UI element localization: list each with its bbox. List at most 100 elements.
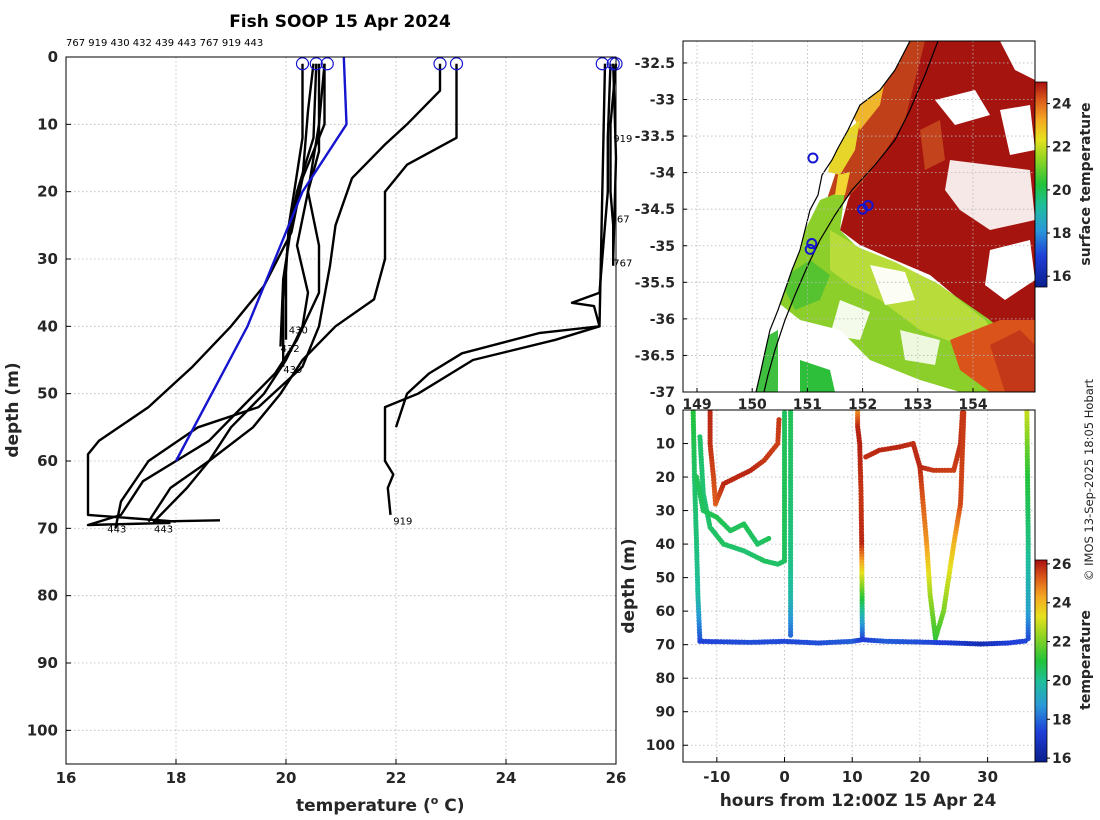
profile-trace-919 [383,63,607,516]
surface-marker [449,57,464,71]
profile-ytick-label: 60 [37,452,58,470]
map-colorbar-tick-label: 18 [1052,226,1071,242]
profile-trace-430 [284,63,304,340]
profile-ytick-label: 80 [37,587,58,605]
section-ticks: -10 0 10 20 30 0 10 20 30 40 50 60 70 80 90 100 [646,403,998,786]
surface-marker [595,57,609,71]
map-xtick-label: 153 [903,397,932,413]
cast-label: 430 [289,326,308,337]
station-marker [807,152,819,164]
cast-annotations: 919 767 767 430 432 439 443 443 919 [107,134,632,536]
profile-ytick-label: 70 [37,519,58,537]
map-xtick-label: 154 [958,397,987,413]
profile-trace-767 [114,63,442,529]
section-xtick-label: 30 [977,768,998,786]
profile-ytick-label: 30 [37,250,58,268]
profile-trace-439 [282,63,318,367]
profile-xtick-label: 16 [56,769,77,787]
profile-ytick-label: 90 [37,654,58,672]
map-ytick-label: -34 [650,166,676,182]
profile-ytick-label: 20 [37,183,58,201]
sst-field [755,41,1035,392]
profile-xtick-label: 26 [606,769,627,787]
profile-ytick-label: 100 [27,721,58,739]
profile-xlabel: temperature (o C) [296,794,465,816]
credit-text: © IMOS 13-Sep-2025 18:05 Hobart [1082,378,1096,581]
section-ytick-label: 30 [656,504,676,520]
profile-grid [65,56,617,764]
profile-xlabel-unit: C) [438,796,464,816]
station-marker [804,243,816,255]
section-points [690,410,1031,647]
section-ytick-label: 40 [656,537,676,553]
section-ytick-label: 90 [656,705,676,721]
cast-label: 443 [154,524,173,535]
map-xtick-label: 149 [682,397,711,413]
surface-marker [433,57,447,71]
cast-label: 919 [613,134,632,145]
profile-ticks: 16 18 20 22 24 26 0 10 20 30 40 50 60 70 80 90 100 [27,48,627,787]
map-stations [804,152,874,255]
map-colorbar-tick-label: 20 [1052,183,1072,199]
cast-id-list: 767 919 430 432 439 443 767 919 443 [66,38,263,49]
section-ytick-label: 0 [665,403,675,419]
section-xtick-label: -10 [703,768,730,786]
cast-label: 767 [611,215,630,226]
cast-label: 443 [107,524,126,535]
map-colorbar-tick-label: 16 [1052,269,1071,285]
profile-xtick-label: 18 [166,769,187,787]
section-ytick-label: 60 [656,604,676,620]
section-ytick-label: 10 [656,437,676,453]
profile-xtick-label: 22 [386,769,407,787]
land-mask [683,41,910,392]
surface-marker [309,57,323,71]
section-colorbar-tick-label: 16 [1052,751,1071,767]
map-ytick-label: -32.5 [635,56,675,72]
section-colorbar-tick-label: 22 [1052,635,1071,651]
profile-xlabel-degree: o [431,794,439,807]
profile-trace-919 [147,63,458,523]
map-ytick-label: -36 [650,312,675,328]
map-ticks: 149 150 151 152 153 154 -32.5 -33 -33.5 -34 -34.5 -… [635,56,988,413]
profile-ylabel: depth (m) [3,362,23,457]
map-colorbar-ticks: 16 18 20 22 24 [1047,97,1072,285]
section-colorbar-ticks: 16 18 20 22 24 26 [1047,557,1072,767]
map-colorbar-label: surface temperature [1078,102,1094,265]
map-ytick-label: -36.5 [635,348,675,364]
section-ytick-label: 50 [656,571,676,587]
climatology-line [174,56,348,462]
map-grid [683,41,1035,392]
section-cast-point [961,410,967,416]
profile-xtick-label: 20 [276,769,297,787]
cast-label: 919 [393,516,412,527]
map-ytick-label: -33 [650,93,675,109]
profile-trace-919 [86,63,326,527]
surface-marker [295,57,310,71]
section-xtick-label: 10 [842,768,863,786]
map-ytick-label: -35.5 [635,275,675,291]
map-xtick-label: 152 [848,397,877,413]
profile-trace-919 [394,63,612,428]
figure-title: Fish SOOP 15 Apr 2024 [229,12,451,32]
section-xtick-label: 20 [909,768,930,786]
surface-markers [295,57,623,71]
profile-ytick-label: 10 [37,115,58,133]
cast-label: 432 [281,344,300,355]
climatology-profile [174,56,348,462]
cast-label: 439 [283,365,302,376]
map-colorbar [1034,81,1048,288]
map-ytick-label: -35 [650,239,675,255]
section-colorbar [1034,559,1048,763]
section-xlabel: hours from 12:00Z 15 Apr 24 [720,791,997,811]
section-colorbar-tick-label: 18 [1052,712,1071,728]
section-cast-point [766,535,772,542]
cast-label: 767 [613,258,632,269]
map-ytick-label: -37 [650,385,675,401]
profile-ytick-label: 40 [37,317,58,335]
profile-trace-443 [152,63,321,523]
map-colorbar-tick-label: 22 [1052,140,1071,156]
map-xtick-label: 151 [793,397,822,413]
surface-marker [320,57,334,71]
section-colorbar-tick-label: 20 [1052,673,1072,689]
